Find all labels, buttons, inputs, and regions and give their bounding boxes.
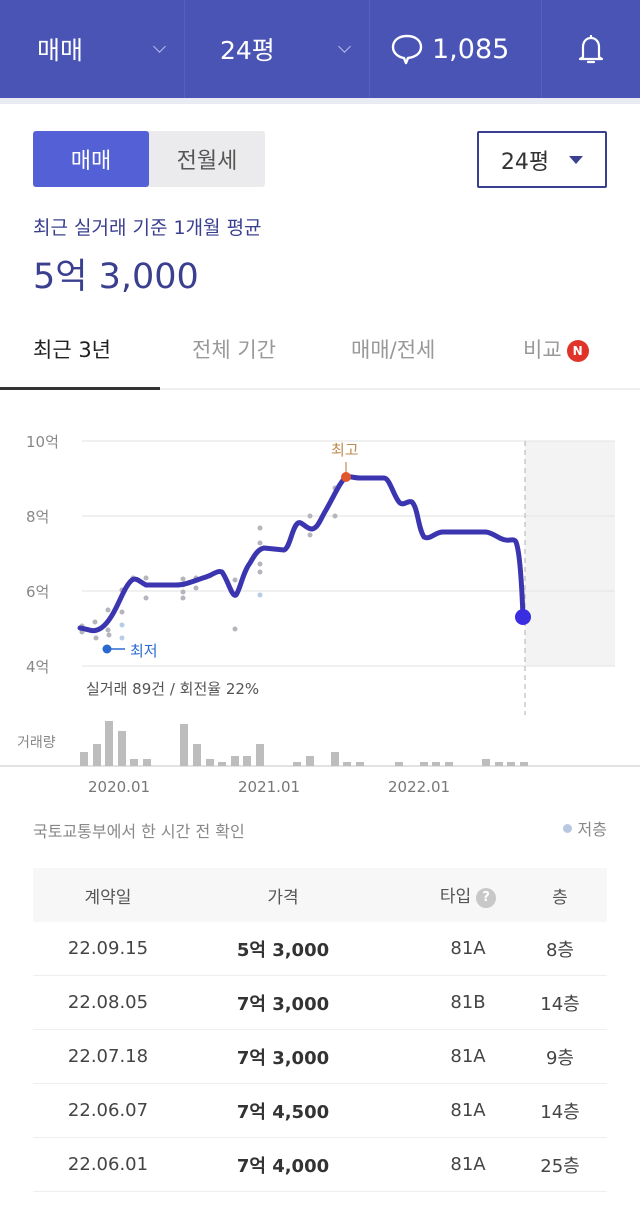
x-tick-2021: 2021.01: [238, 778, 301, 796]
deal-type-label: 매매: [37, 36, 84, 65]
chevron-down-icon: [338, 39, 351, 53]
table-row[interactable]: 22.06.01 7억 4,000 81A 25층: [33, 1138, 607, 1192]
topbar-divider: [0, 98, 640, 104]
header-floor: 층: [552, 887, 568, 908]
cell-floor: 25층: [540, 1155, 580, 1177]
chart-legend: 저층: [562, 816, 607, 840]
cell-type: 81A: [450, 1046, 486, 1067]
notifications-button[interactable]: [542, 0, 640, 98]
toggle-sale[interactable]: 매매: [33, 131, 149, 187]
volume-label: 거래량: [17, 735, 56, 751]
table-row[interactable]: 22.08.05 7억 3,000 81B 14층: [33, 976, 607, 1030]
table-row[interactable]: 22.09.15 5억 3,000 81A 8층: [33, 922, 607, 976]
help-icon[interactable]: ?: [476, 887, 497, 908]
new-badge: N: [566, 340, 589, 362]
deal-type-toggle: 매매 전월세: [33, 131, 265, 187]
cell-date: 22.06.07: [67, 1100, 149, 1121]
toggle-rent[interactable]: 전월세: [176, 149, 238, 174]
tab-all-period[interactable]: 전체 기간: [192, 338, 276, 362]
legend-low-floor: 저층: [577, 820, 607, 839]
comments-button[interactable]: 1,085: [370, 0, 542, 98]
cell-floor: 14층: [540, 993, 580, 1015]
y-tick-4: 4억: [26, 658, 50, 676]
cell-type: 81A: [450, 938, 486, 959]
tab-compare-label: 비교: [523, 338, 562, 362]
size-select[interactable]: 24평: [477, 131, 607, 188]
average-price: 5억 3,000: [33, 257, 199, 297]
comment-bubble-icon: [391, 34, 423, 65]
table-row[interactable]: 22.06.07 7억 4,500 81A 14층: [33, 1084, 607, 1138]
chart-canvas: [0, 440, 640, 767]
tab-recent-3y[interactable]: 최근 3년: [33, 338, 111, 362]
cell-floor: 14층: [540, 1101, 580, 1123]
average-label: 최근 실거래 기준 1개월 평균: [33, 217, 262, 239]
table-header: 계약일 가격 타입? 층: [33, 868, 607, 922]
header-price: 가격: [267, 887, 299, 908]
header-date: 계약일: [84, 887, 132, 908]
transaction-stats: 실거래 89건 / 회전율 22%: [86, 680, 260, 698]
transactions-table: 계약일 가격 타입? 층 22.09.15 5억 3,000 81A 8층 22…: [33, 868, 607, 1192]
top-bar: 매매 24평 1,085: [0, 0, 640, 98]
header-type-label: 타입: [439, 887, 472, 908]
low-label: 최저: [130, 642, 158, 660]
cell-date: 22.07.18: [67, 1046, 149, 1067]
header-type: 타입?: [383, 882, 513, 908]
tab-sale-jeonse[interactable]: 매매/전세: [351, 338, 436, 362]
size-select-value: 24평: [500, 149, 550, 175]
y-tick-10: 10억: [26, 433, 59, 451]
cell-floor: 9층: [545, 1047, 574, 1069]
table-row[interactable]: 22.07.18 7억 3,000 81A 9층: [33, 1030, 607, 1084]
cell-type: 81A: [450, 1100, 486, 1121]
transaction-points: [79, 485, 338, 641]
low-floor-dot-icon: [562, 823, 572, 833]
cell-date: 22.08.05: [67, 992, 149, 1013]
cell-price: 7억 4,000: [236, 1155, 330, 1177]
high-label: 최고: [331, 441, 359, 459]
bell-icon: [578, 35, 604, 64]
forecast-area: [525, 441, 615, 666]
tab-compare[interactable]: 비교 N: [523, 334, 589, 364]
cell-price: 7억 3,000: [236, 1047, 330, 1069]
cell-date: 22.06.01: [67, 1154, 149, 1175]
caret-down-icon: [569, 155, 584, 164]
x-axis-labels: 2020.01 2021.01 2022.01: [0, 778, 640, 802]
cell-date: 22.09.15: [67, 938, 149, 959]
chevron-down-icon: [153, 39, 166, 53]
size-label: 24평: [220, 36, 275, 65]
size-dropdown[interactable]: 24평: [185, 0, 370, 98]
period-tabs: 최근 3년 전체 기간 매매/전세 비교 N: [0, 322, 640, 390]
y-tick-8: 8억: [26, 508, 50, 526]
active-tab-indicator: [0, 387, 160, 390]
cell-price: 5억 3,000: [236, 939, 330, 961]
price-trend-line: [77, 474, 526, 634]
y-tick-6: 6억: [26, 583, 50, 601]
cell-price: 7억 4,500: [236, 1101, 330, 1123]
price-chart[interactable]: 10억 8억 6억 4억 최고 최저 실거래 89건 / 회전율 22% 거래량: [0, 400, 640, 770]
cell-floor: 8층: [545, 939, 574, 961]
volume-bars: [80, 721, 528, 766]
high-marker: [341, 472, 351, 482]
cell-type: 81A: [450, 1154, 486, 1175]
cell-price: 7억 3,000: [236, 993, 330, 1015]
low-marker: [102, 644, 112, 654]
low-floor-points: [119, 592, 263, 641]
deal-type-dropdown[interactable]: 매매: [0, 0, 185, 98]
data-source-note: 국토교통부에서 한 시간 전 확인: [33, 822, 245, 841]
current-price-marker[interactable]: [515, 609, 531, 625]
x-tick-2022: 2022.01: [388, 778, 451, 796]
comment-count: 1,085: [432, 33, 510, 65]
cell-type: 81B: [450, 992, 486, 1013]
x-tick-2020: 2020.01: [88, 778, 151, 796]
gridlines: [82, 440, 615, 667]
